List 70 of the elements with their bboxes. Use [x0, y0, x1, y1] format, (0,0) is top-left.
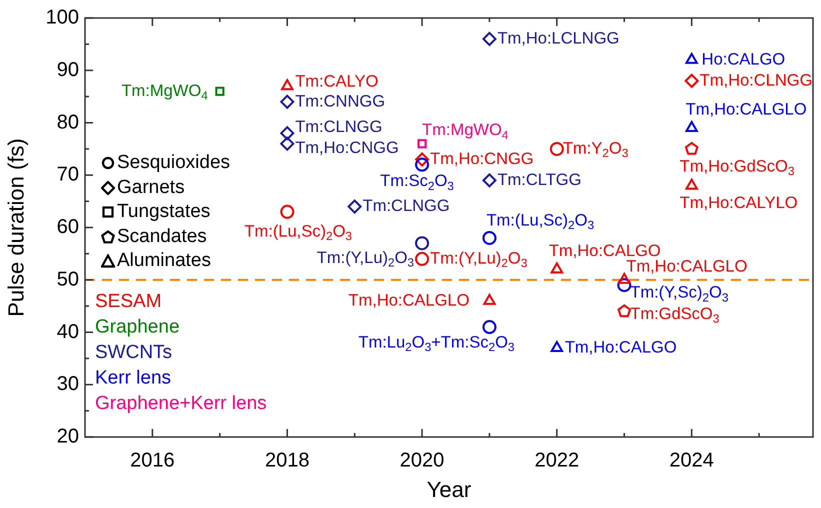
annotation: Sesquioxides — [117, 152, 230, 173]
x-tick-label: 2020 — [400, 450, 444, 472]
point — [280, 136, 294, 151]
point — [550, 142, 564, 156]
point — [482, 32, 496, 46]
point — [415, 252, 430, 266]
annotation: Tm,Ho:CALGLO — [348, 291, 470, 310]
text: Kerr lens — [95, 368, 172, 389]
point — [550, 340, 564, 352]
annotation: Ho:CALGO — [702, 50, 786, 68]
point — [281, 79, 294, 90]
annotation: Tm:CALYO — [295, 72, 379, 91]
y-tick-label: 60 — [56, 216, 79, 238]
y-tick-label: 30 — [56, 373, 79, 396]
x-tick-label: 2024 — [669, 450, 714, 472]
point — [617, 278, 632, 292]
annotation: Tm,Ho:CALGO — [564, 338, 677, 357]
annotation: Tm,Ho:CALYLO — [680, 194, 798, 212]
point — [415, 158, 430, 172]
point — [348, 200, 362, 214]
point — [482, 230, 496, 245]
annotation: Tungstates — [117, 201, 210, 222]
point — [550, 262, 564, 274]
point — [685, 120, 698, 132]
y-tick-label: 70 — [56, 164, 79, 186]
x-tick-label: 2022 — [534, 450, 580, 472]
annotation: Tm,Ho:CALGLO — [626, 257, 748, 276]
point — [618, 304, 631, 318]
x-tick-label: 2016 — [130, 450, 175, 472]
x-axis-title: Year — [426, 476, 472, 502]
annotation: Tm,Ho:CNGG — [295, 139, 399, 158]
point — [280, 126, 294, 140]
annotation: Tm:CLNGG — [362, 197, 450, 216]
annotation: Tm:CLNGG — [295, 118, 382, 136]
annotation: Scandates — [117, 226, 207, 246]
annotation: Tm,Ho:CNGG — [430, 150, 534, 168]
point — [618, 272, 630, 284]
text: Graphene — [95, 316, 180, 338]
point — [482, 320, 496, 334]
annotation: Tm:CLTGG — [497, 170, 582, 189]
point — [415, 152, 430, 166]
annotation: Tm,Ho:CALGLO — [686, 100, 807, 119]
annotation: Tm,Ho:LCLNGG — [497, 29, 620, 48]
point — [482, 173, 496, 188]
y-tick-label: 40 — [56, 320, 79, 343]
annotation: Tm,Ho:CALGO — [548, 242, 661, 260]
point — [685, 178, 698, 190]
text: Graphene+Kerr lens — [95, 393, 267, 414]
y-tick-label: 50 — [56, 268, 79, 290]
annotation: Garnets — [117, 176, 185, 198]
text: SESAM — [95, 291, 162, 312]
point — [215, 86, 224, 96]
annotation: Tm:CNNGG — [295, 92, 386, 110]
annotation: Aluminates — [117, 250, 211, 271]
point — [685, 52, 698, 64]
x-tick-label: 2018 — [264, 450, 310, 472]
annotation: Tm,Ho:CLNGG — [700, 71, 812, 90]
y-axis-title: Pulse duration (fs) — [3, 138, 28, 317]
point — [280, 204, 294, 219]
y-tick-label: 20 — [56, 426, 79, 448]
y-tick-label: 90 — [56, 58, 79, 81]
y-tick-label: 80 — [56, 111, 79, 134]
point — [483, 294, 496, 305]
point — [684, 142, 698, 155]
text: SWCNTs — [95, 342, 172, 364]
point — [418, 139, 427, 148]
point — [684, 74, 699, 88]
y-tick-label: 100 — [46, 6, 79, 29]
point — [280, 94, 294, 109]
point — [415, 236, 430, 250]
